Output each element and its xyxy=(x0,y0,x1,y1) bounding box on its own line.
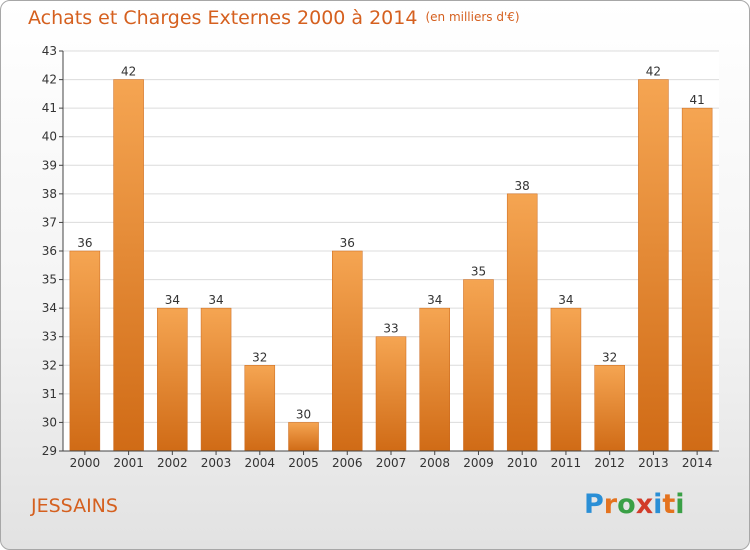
location-label: JESSAINS xyxy=(31,495,118,517)
logo-letter: i xyxy=(653,489,663,520)
data-label: 35 xyxy=(471,265,486,279)
logo-letter: P xyxy=(584,489,604,520)
x-tick-label: 2003 xyxy=(201,456,232,470)
data-label: 42 xyxy=(121,65,136,79)
bar xyxy=(157,307,188,452)
bar xyxy=(375,336,407,452)
x-tick-label: 2011 xyxy=(551,456,582,470)
bar xyxy=(463,279,494,452)
bar xyxy=(244,365,276,452)
y-tick-label: 39 xyxy=(42,158,57,172)
data-label: 36 xyxy=(340,236,355,250)
logo-letter: t xyxy=(662,489,676,520)
x-tick-label: 2002 xyxy=(157,456,188,470)
bars xyxy=(69,79,713,452)
data-label: 42 xyxy=(646,65,661,79)
x-tick-label: 2012 xyxy=(594,456,625,470)
logo-letter: x xyxy=(635,489,654,520)
x-tick-label: 2004 xyxy=(245,456,276,470)
data-label: 34 xyxy=(558,293,573,307)
x-tick-label: 2009 xyxy=(463,456,494,470)
y-axis-ticks: 29 30 31 32 33 34 35 36 37 38 39 40 41 42 43 xyxy=(42,44,63,458)
bar xyxy=(419,307,450,452)
data-label: 32 xyxy=(252,350,267,364)
x-tick-label: 2014 xyxy=(682,456,713,470)
x-tick-label: 2010 xyxy=(507,456,538,470)
y-tick-label: 34 xyxy=(42,301,57,315)
logo-letter: i xyxy=(675,489,685,520)
y-tick-label: 32 xyxy=(42,358,57,372)
bar xyxy=(638,79,669,452)
bar xyxy=(594,365,625,452)
y-tick-label: 41 xyxy=(42,101,57,115)
y-tick-label: 40 xyxy=(42,130,57,144)
chart-subtitle: (en milliers d'€) xyxy=(425,10,520,24)
data-label: 36 xyxy=(77,236,92,250)
grid-lines xyxy=(63,50,719,423)
data-label: 41 xyxy=(689,93,704,107)
chart-title: Achats et Charges Externes 2000 à 2014 (e… xyxy=(28,7,520,29)
y-tick-label: 43 xyxy=(42,44,57,58)
proxiti-logo: Proxiti xyxy=(584,489,685,520)
y-tick-label: 38 xyxy=(42,187,57,201)
bar xyxy=(200,307,232,452)
bar xyxy=(288,422,319,452)
data-label: 32 xyxy=(602,350,617,364)
x-tick-label: 2006 xyxy=(332,456,363,470)
data-label: 30 xyxy=(296,407,311,421)
logo-letter: r xyxy=(603,489,618,520)
x-tick-label: 2007 xyxy=(376,456,407,470)
x-axis-ticks: 2000 2001 2002 2003 2004 2005 2006 2007 2008 2009… xyxy=(70,451,713,470)
data-label: 34 xyxy=(427,293,442,307)
bar xyxy=(69,250,101,452)
data-label: 38 xyxy=(515,179,530,193)
y-tick-label: 30 xyxy=(42,415,57,429)
x-tick-label: 2001 xyxy=(113,456,144,470)
y-tick-label: 35 xyxy=(42,273,57,287)
data-labels: 36 42 34 34 32 30 36 33 34 35 38 34 32 42 41 xyxy=(77,65,705,422)
y-tick-label: 31 xyxy=(42,387,57,401)
y-tick-label: 36 xyxy=(42,244,57,258)
y-tick-label: 42 xyxy=(42,73,57,87)
x-tick-label: 2005 xyxy=(288,456,319,470)
bar xyxy=(506,193,538,452)
logo-letter: o xyxy=(617,489,636,520)
data-label: 34 xyxy=(208,293,223,307)
y-tick-label: 37 xyxy=(42,215,57,229)
bar xyxy=(550,307,582,452)
bar xyxy=(113,79,144,452)
y-tick-label: 33 xyxy=(42,330,57,344)
x-tick-label: 2008 xyxy=(419,456,450,470)
data-label: 34 xyxy=(165,293,180,307)
bar xyxy=(681,107,713,452)
x-tick-label: 2000 xyxy=(70,456,101,470)
data-label: 33 xyxy=(383,322,398,336)
y-tick-label: 29 xyxy=(42,444,57,458)
chart-title-text: Achats et Charges Externes 2000 à 2014 xyxy=(28,7,418,29)
x-tick-label: 2013 xyxy=(638,456,669,470)
bar xyxy=(332,250,363,452)
